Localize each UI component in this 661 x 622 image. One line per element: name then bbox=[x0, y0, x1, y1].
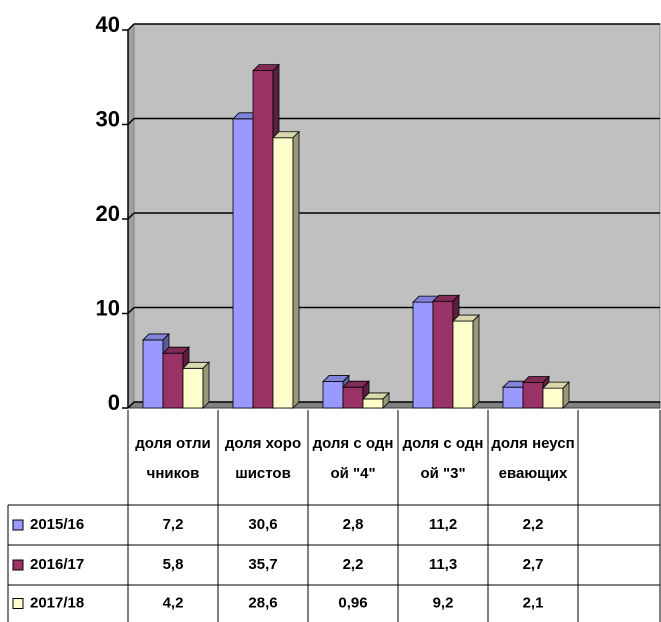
table-value: 11,2 bbox=[429, 516, 457, 533]
bar bbox=[272, 137, 294, 409]
y-tick-label: 10 bbox=[96, 295, 120, 320]
y-tick-label: 0 bbox=[108, 390, 120, 415]
table-value: 7,2 bbox=[163, 516, 184, 533]
bar-side bbox=[472, 314, 480, 409]
y-tick-label: 40 bbox=[96, 12, 120, 37]
table-value: 30,6 bbox=[248, 516, 277, 533]
table-value: 11,3 bbox=[429, 556, 457, 573]
table-value: 5,8 bbox=[163, 556, 184, 573]
bar bbox=[452, 320, 474, 409]
grid-line bbox=[127, 306, 135, 315]
bar bbox=[232, 118, 254, 409]
bar bbox=[362, 398, 384, 409]
legend-swatch bbox=[12, 559, 24, 571]
legend-swatch bbox=[12, 598, 24, 609]
bar-side bbox=[202, 361, 210, 409]
bar bbox=[412, 301, 434, 409]
table-value: 2,2 bbox=[523, 516, 544, 533]
bar bbox=[322, 381, 344, 409]
table-value: 28,6 bbox=[248, 594, 277, 611]
bar-side bbox=[382, 391, 390, 409]
table-value: 2,7 bbox=[523, 556, 544, 573]
category-label: доля неуспевающих bbox=[491, 435, 575, 482]
category-label: доля отличников bbox=[135, 435, 211, 482]
bar bbox=[432, 300, 454, 409]
grid-line bbox=[127, 117, 135, 126]
legend-label: 2016/17 bbox=[30, 556, 84, 573]
legend-label: 2015/16 bbox=[30, 516, 84, 533]
bar bbox=[162, 352, 184, 409]
category-label: доля хорошистов bbox=[224, 435, 302, 482]
grid-line bbox=[127, 212, 135, 220]
category-label: доля с одной "4" bbox=[312, 435, 394, 482]
legend-label: 2017/18 bbox=[30, 594, 84, 611]
bar-side bbox=[292, 130, 300, 409]
table-value: 2,8 bbox=[343, 516, 364, 533]
table-value: 2,2 bbox=[343, 556, 364, 573]
category-label: доля с одной "3" bbox=[402, 435, 484, 482]
bar bbox=[542, 387, 564, 409]
grid-line bbox=[127, 23, 135, 31]
bar bbox=[182, 367, 204, 409]
bar bbox=[142, 339, 164, 409]
bar bbox=[342, 386, 364, 409]
y-tick-label: 30 bbox=[96, 106, 120, 131]
bar bbox=[502, 386, 524, 409]
bar bbox=[522, 382, 544, 409]
y-tick-label: 20 bbox=[96, 201, 120, 226]
legend-swatch bbox=[12, 519, 24, 531]
bar bbox=[252, 70, 274, 409]
table-value: 4,2 bbox=[163, 594, 184, 611]
table-value: 0,96 bbox=[338, 594, 367, 611]
table-value: 9,2 bbox=[433, 594, 454, 611]
table-value: 2,1 bbox=[523, 594, 544, 611]
table-value: 35,7 bbox=[248, 556, 277, 573]
bar-side bbox=[562, 381, 570, 409]
grid-line bbox=[127, 401, 135, 409]
